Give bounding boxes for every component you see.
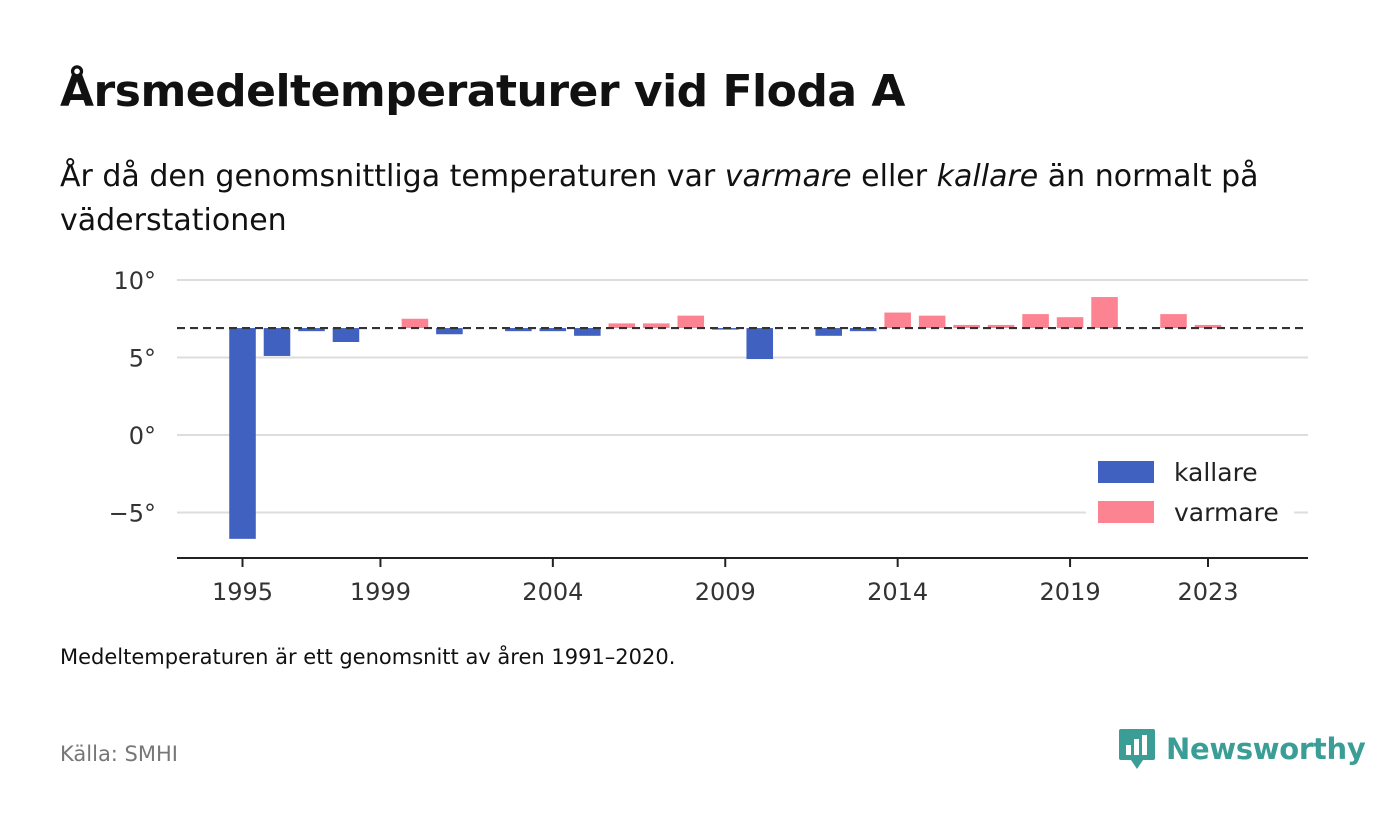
- bar-1995: [229, 328, 256, 539]
- x-tick-label: 2023: [1177, 578, 1238, 606]
- chart-subtitle: År då den genomsnittliga temperaturen va…: [60, 155, 1330, 243]
- footnote: Medeltemperaturen är ett genomsnitt av å…: [60, 645, 676, 669]
- x-tick-label: 1999: [350, 578, 411, 606]
- bar-2012: [815, 328, 842, 336]
- brand-logo: Newsworthy: [1118, 727, 1366, 771]
- bar-2023: [1194, 324, 1222, 329]
- bar-2015: [918, 315, 946, 329]
- bar-2001: [436, 328, 463, 335]
- x-tick-label: 2009: [695, 578, 756, 606]
- bar-chart: 10° 5° 0° −5° 1995 1999 2004 2009 2014 2019 2023 k…: [109, 267, 1308, 606]
- axes: 10° 5° 0° −5° 1995 1999 2004 2009 2014 2019 2023: [109, 267, 1308, 606]
- x-tick-label: 2014: [867, 578, 928, 606]
- bar-2013: [849, 328, 877, 332]
- bar-2003: [505, 328, 532, 332]
- bars: [229, 297, 1222, 539]
- subtitle-colder: kallare: [936, 159, 1039, 194]
- x-tick-label: 2004: [522, 578, 583, 606]
- y-tick-label: −5°: [109, 500, 156, 528]
- newsworthy-logo-icon: [1119, 729, 1155, 769]
- x-tick-label: 2019: [1040, 578, 1101, 606]
- bar-2018: [1022, 314, 1049, 329]
- bar-1998: [332, 328, 360, 342]
- source-credit: Källa: SMHI: [60, 742, 178, 766]
- legend: kallare varmare: [1086, 451, 1294, 533]
- bar-2016: [953, 324, 980, 329]
- bar-2017: [987, 324, 1015, 329]
- legend-swatch-colder: [1098, 461, 1154, 483]
- bar-2022: [1160, 314, 1187, 329]
- bar-2014: [884, 312, 911, 329]
- legend-label-colder: kallare: [1174, 458, 1258, 487]
- bar-2005: [574, 328, 601, 336]
- y-tick-label: 0°: [129, 422, 156, 450]
- bar-2007: [643, 323, 670, 329]
- x-tick-label: 1995: [212, 578, 273, 606]
- subtitle-text: än normalt på väderstationen: [60, 159, 1259, 238]
- bar-2019: [1056, 317, 1084, 329]
- bar-1996: [263, 328, 291, 356]
- chart-title: Årsmedeltemperaturer vid Floda A: [60, 66, 905, 117]
- bar-2010: [746, 328, 774, 360]
- bar-2006: [608, 323, 636, 329]
- bar-1997: [298, 328, 325, 332]
- y-tick-label: 10°: [113, 267, 156, 295]
- subtitle-text: År då den genomsnittliga temperaturen va…: [60, 159, 725, 194]
- legend-label-warmer: varmare: [1174, 498, 1279, 527]
- legend-swatch-warmer: [1098, 501, 1154, 523]
- brand-name: Newsworthy: [1166, 732, 1366, 766]
- subtitle-warmer: varmare: [724, 159, 852, 194]
- y-tick-label: 5°: [129, 345, 156, 373]
- bar-2000: [401, 318, 429, 329]
- bar-2004: [539, 328, 567, 332]
- bar-2020: [1091, 297, 1118, 329]
- bar-2008: [677, 315, 705, 329]
- subtitle-text: eller: [851, 159, 937, 194]
